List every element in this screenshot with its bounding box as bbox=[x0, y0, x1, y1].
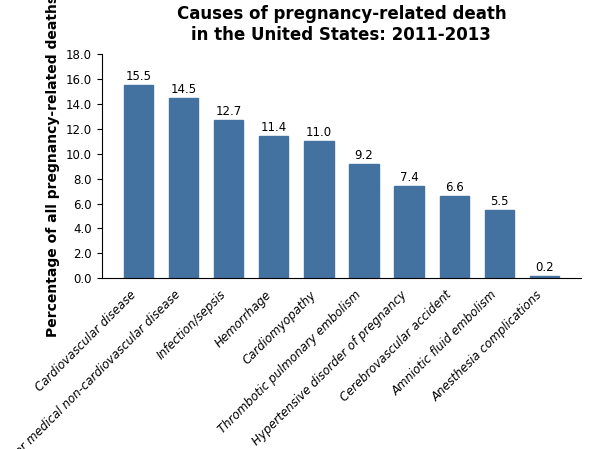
Bar bbox=[169, 97, 198, 278]
Text: 12.7: 12.7 bbox=[216, 105, 241, 118]
Y-axis label: Percentage of all pregnancy-related deaths: Percentage of all pregnancy-related deat… bbox=[47, 0, 60, 337]
Bar bbox=[485, 210, 514, 278]
Text: 14.5: 14.5 bbox=[170, 83, 196, 96]
Text: 15.5: 15.5 bbox=[125, 70, 152, 83]
Text: 9.2: 9.2 bbox=[355, 149, 373, 162]
Bar bbox=[259, 136, 288, 278]
Bar bbox=[440, 196, 469, 278]
Text: 6.6: 6.6 bbox=[445, 181, 464, 194]
Text: 7.4: 7.4 bbox=[400, 171, 419, 184]
Text: 11.0: 11.0 bbox=[306, 126, 332, 139]
Bar bbox=[214, 120, 243, 278]
Bar bbox=[304, 141, 334, 278]
Title: Causes of pregnancy-related death
in the United States: 2011-2013: Causes of pregnancy-related death in the… bbox=[177, 5, 506, 44]
Bar bbox=[395, 186, 424, 278]
Bar bbox=[530, 276, 559, 278]
Text: 5.5: 5.5 bbox=[490, 195, 509, 208]
Text: 0.2: 0.2 bbox=[536, 261, 554, 274]
Bar bbox=[123, 85, 153, 278]
Text: 11.4: 11.4 bbox=[261, 121, 287, 134]
Bar bbox=[349, 163, 379, 278]
